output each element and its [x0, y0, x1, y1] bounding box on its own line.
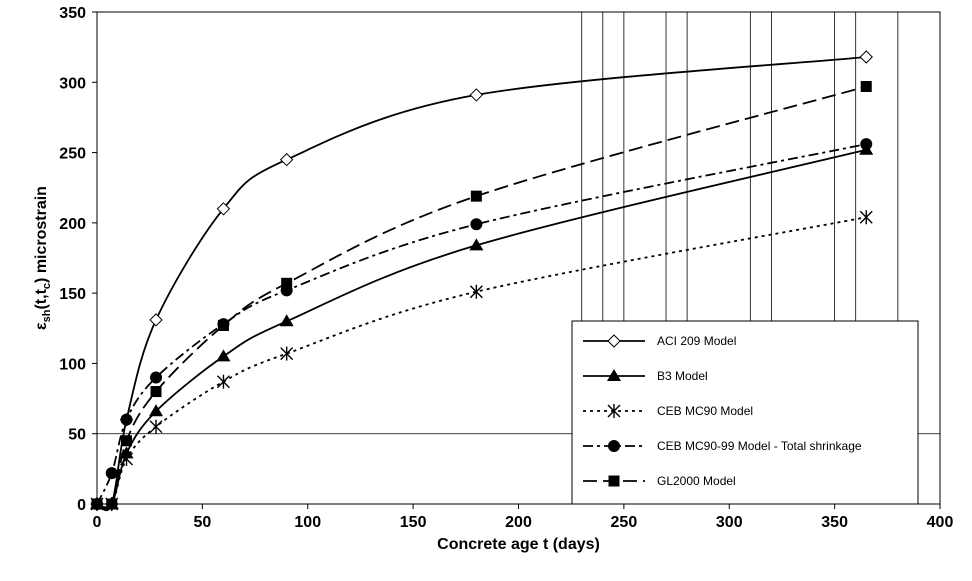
axis-ticks: 0 50 100 150 200 250 300 350 400 0 50 100 150 200 250 3…: [59, 5, 953, 531]
data-point: [859, 50, 873, 64]
y-axis-title-base: ε: [33, 322, 50, 330]
series-layer: [90, 50, 874, 512]
legend-marker: [607, 334, 621, 348]
data-point: [281, 277, 293, 289]
y-tick-label: 350: [59, 5, 86, 22]
x-tick-label: 200: [505, 514, 532, 531]
data-point: [859, 210, 873, 225]
legend-item: CEB MC90 Model: [583, 404, 753, 418]
x-tick-label: 250: [611, 514, 638, 531]
data-point: [469, 238, 484, 251]
y-tick-label: 0: [77, 497, 86, 514]
legend-item: CEB MC90-99 Model - Total shrinkage: [583, 439, 862, 453]
legend-item: B3 Model: [583, 369, 708, 383]
y-axis-title-sub2: c: [41, 283, 53, 289]
data-point: [150, 386, 162, 398]
x-tick-label: 50: [193, 514, 211, 531]
data-point: [469, 284, 483, 299]
series-5: [91, 81, 872, 510]
data-point: [149, 313, 163, 327]
legend-marker: [608, 475, 620, 487]
legend-label: CEB MC90 Model: [657, 404, 753, 418]
data-point: [279, 152, 294, 167]
data-point: [860, 138, 873, 151]
legend-box: [571, 320, 919, 505]
y-tick-label: 300: [59, 75, 86, 92]
data-point: [216, 202, 231, 216]
series-line: [96, 85, 867, 510]
data-point: [106, 498, 118, 510]
legend-marker: [607, 369, 621, 381]
y-axis-title-end: ) microstrain: [33, 186, 50, 283]
data-point: [149, 419, 163, 434]
legend-item: GL2000 Model: [583, 474, 736, 488]
data-point: [149, 404, 164, 417]
data-point: [470, 190, 482, 202]
data-point: [469, 88, 484, 102]
y-tick-label: 200: [59, 216, 86, 233]
legend-marker: [607, 404, 621, 418]
x-tick-label: 100: [294, 514, 321, 531]
data-point: [121, 435, 133, 447]
x-tick-label: 0: [93, 514, 102, 531]
data-point: [216, 349, 231, 362]
data-point: [105, 467, 118, 480]
data-point: [279, 314, 294, 327]
x-axis-title: Concrete age t (days): [437, 536, 600, 553]
y-tick-label: 50: [68, 427, 86, 444]
x-tick-label: 400: [927, 514, 954, 531]
y-axis-title: εsh(t,tc) microstrain: [33, 186, 53, 330]
legend-item: ACI 209 Model: [583, 334, 736, 348]
x-tick-label: 300: [716, 514, 743, 531]
legend: ACI 209 Model B3 Model CEB MC90 Model CEB M…: [571, 320, 919, 505]
legend-label: GL2000 Model: [657, 474, 736, 488]
data-point: [120, 413, 133, 426]
legend-label: B3 Model: [657, 369, 708, 383]
legend-label: CEB MC90-99 Model - Total shrinkage: [657, 439, 862, 453]
y-tick-label: 100: [59, 356, 86, 373]
legend-label: ACI 209 Model: [657, 334, 736, 348]
x-tick-label: 150: [400, 514, 427, 531]
data-point: [216, 374, 230, 389]
y-axis-title-mid: (t,t: [33, 288, 50, 309]
y-axis-title-sub1: sh: [41, 309, 53, 322]
data-point: [280, 346, 294, 361]
data-point: [217, 319, 229, 331]
legend-marker: [608, 440, 620, 452]
y-tick-label: 250: [59, 146, 86, 163]
x-tick-label: 350: [821, 514, 848, 531]
series-line: [96, 143, 867, 505]
data-point: [91, 498, 103, 510]
data-point: [860, 81, 872, 93]
y-tick-label: 150: [59, 286, 86, 303]
series-line: [96, 216, 867, 509]
data-point: [150, 371, 163, 384]
data-point: [470, 218, 483, 231]
